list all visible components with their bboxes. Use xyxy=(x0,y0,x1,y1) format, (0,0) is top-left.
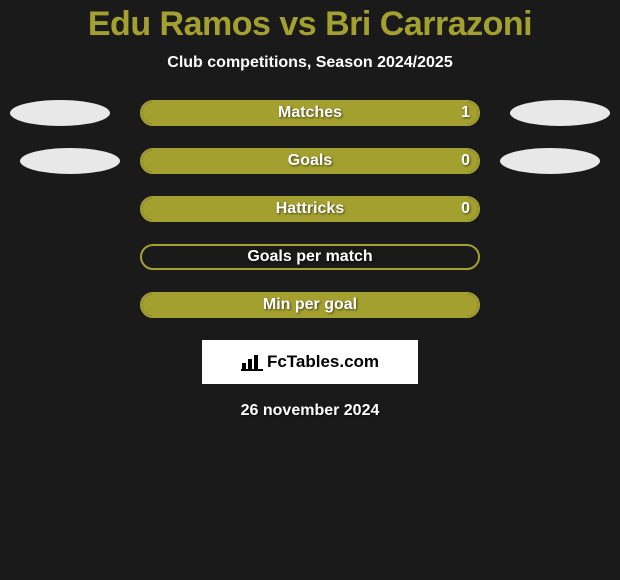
player-right-ellipse xyxy=(500,148,600,174)
stat-value: 0 xyxy=(461,152,470,170)
stat-rows: Matches 1 Goals 0 Hattricks 0 Goals per match M… xyxy=(0,100,620,318)
stat-label: Hattricks xyxy=(276,200,344,218)
stat-row: Goals per match xyxy=(0,244,620,270)
logo: FcTables.com xyxy=(202,340,418,384)
stat-label: Matches xyxy=(278,104,342,122)
stat-bar: Hattricks 0 xyxy=(140,196,480,222)
comparison-widget: Edu Ramos vs Bri Carrazoni Club competit… xyxy=(0,0,620,420)
stat-bar: Goals per match xyxy=(140,244,480,270)
stat-bar: Min per goal xyxy=(140,292,480,318)
stat-row: Matches 1 xyxy=(0,100,620,126)
stat-label: Goals per match xyxy=(247,248,372,266)
logo-text: FcTables.com xyxy=(267,352,379,372)
stat-bar: Goals 0 xyxy=(140,148,480,174)
bar-chart-icon xyxy=(241,353,263,371)
stat-value: 1 xyxy=(461,104,470,122)
stat-label: Min per goal xyxy=(263,296,357,314)
subtitle: Club competitions, Season 2024/2025 xyxy=(0,54,620,72)
page-title: Edu Ramos vs Bri Carrazoni xyxy=(0,5,620,44)
stat-bar: Matches 1 xyxy=(140,100,480,126)
player-left-ellipse xyxy=(20,148,120,174)
date-label: 26 november 2024 xyxy=(0,402,620,420)
stat-row: Min per goal xyxy=(0,292,620,318)
stat-value: 0 xyxy=(461,200,470,218)
stat-label: Goals xyxy=(288,152,332,170)
player-right-ellipse xyxy=(510,100,610,126)
stat-row: Goals 0 xyxy=(0,148,620,174)
player-left-ellipse xyxy=(10,100,110,126)
stat-row: Hattricks 0 xyxy=(0,196,620,222)
